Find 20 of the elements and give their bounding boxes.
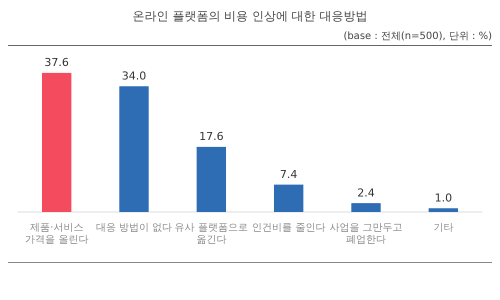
x-tick-label: 제품·서비스 가격을 올린다 [25, 222, 88, 246]
data-label: 7.4 [280, 168, 298, 181]
x-tick-label: 사업을 그만두고 폐업한다 [329, 222, 403, 246]
x-tick-label: 유사 플랫폼으로 옮긴다 [174, 222, 248, 246]
bar [42, 72, 72, 212]
chart-title: 온라인 플랫폼의 비용 인상에 대한 대응방법 [131, 8, 369, 25]
data-label: 2.4 [357, 186, 375, 200]
bar [428, 208, 458, 212]
x-tick-label: 대응 방법이 없다 [96, 222, 172, 234]
x-tick-label: 인건비를 줄인다 [252, 222, 326, 234]
data-label: 1.0 [434, 192, 452, 205]
data-label: 34.0 [122, 70, 146, 83]
bar [196, 146, 226, 212]
data-label: 17.6 [199, 130, 224, 144]
bar [351, 203, 381, 212]
x-tick-label: 기타 [433, 222, 454, 234]
bar [274, 184, 304, 212]
bar [119, 86, 149, 212]
chart-subtitle: (base : 전체(n=500), 단위 : %) [342, 30, 492, 43]
data-label: 37.6 [44, 56, 69, 70]
